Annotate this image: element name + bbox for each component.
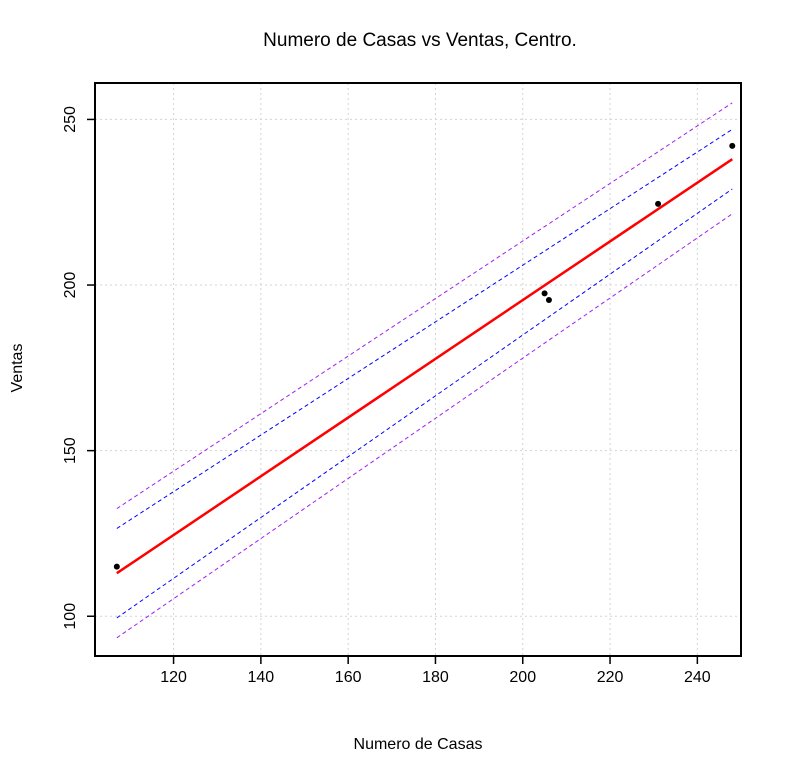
y-tick-label-100: 100 (62, 603, 79, 630)
regression-line-group (116, 158, 733, 575)
y-axis-label: Ventas (9, 344, 26, 393)
regression-line (116, 158, 733, 575)
x-tick-label-140: 140 (248, 669, 275, 686)
x-axis-label: Numero de Casas (354, 736, 483, 753)
data-point-4 (655, 200, 662, 207)
x-tick-label-220: 220 (597, 669, 624, 686)
data-point-1 (113, 563, 120, 570)
x-tick-label-120: 120 (160, 669, 187, 686)
y-tick-label-250: 250 (62, 106, 79, 133)
grid (95, 83, 741, 656)
y-axis: 100 150 200 250 (62, 106, 96, 630)
x-tick-label-240: 240 (684, 669, 711, 686)
prediction-band-upper (116, 102, 733, 510)
x-tick-label-180: 180 (422, 669, 449, 686)
interval-bands (116, 102, 733, 639)
data-point-2 (541, 290, 548, 297)
data-point-3 (545, 296, 552, 303)
chart-title: Numero de Casas vs Ventas, Centro. (263, 30, 577, 51)
data-points (113, 142, 736, 570)
confidence-band-lower (116, 188, 733, 619)
x-tick-label-160: 160 (335, 669, 362, 686)
data-point-5 (729, 142, 736, 149)
y-tick-label-150: 150 (62, 437, 79, 464)
confidence-band-upper (116, 128, 733, 529)
x-axis: 120 140 160 180 200 220 240 (160, 655, 711, 686)
prediction-band-lower (116, 213, 733, 639)
y-tick-label-200: 200 (62, 272, 79, 299)
x-tick-label-200: 200 (509, 669, 536, 686)
